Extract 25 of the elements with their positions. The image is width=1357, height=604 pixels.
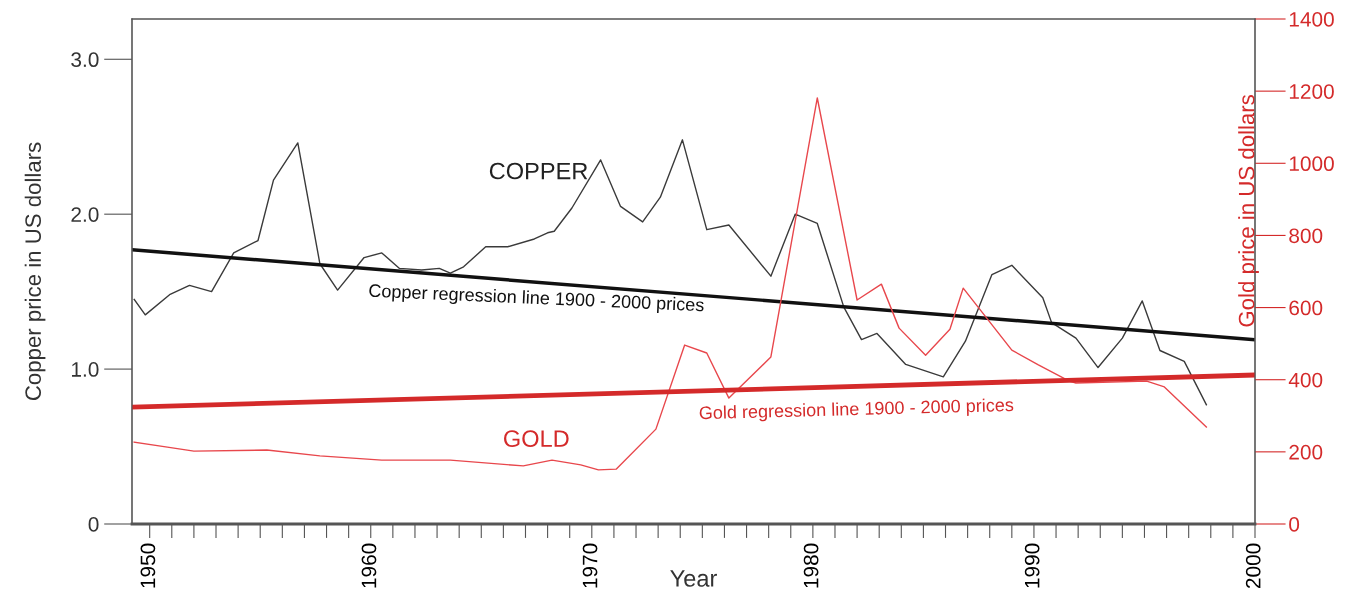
- y-tick-label: 1.0: [71, 362, 99, 377]
- y-tick-label: 2.0: [71, 207, 99, 222]
- y2-tick-label: 1400: [1289, 12, 1334, 27]
- y2-tick-label: 400: [1288, 372, 1323, 388]
- annotation: Copper regression line 1900 - 2000 prices: [368, 283, 704, 315]
- y-tick-label: 3.0: [71, 52, 99, 68]
- annotation: GOLD: [504, 430, 569, 448]
- y2-tick-label: 600: [1289, 300, 1323, 316]
- y2-tick-label: 0: [1289, 517, 1300, 532]
- x-tick-label: 1970: [582, 543, 598, 588]
- y2-tick-label: 200: [1289, 444, 1323, 460]
- x-tick-label: 2000: [1245, 543, 1261, 589]
- y2-tick-label: 1200: [1289, 84, 1334, 99]
- x-tick-label: 1960: [361, 543, 377, 588]
- x-tick-label: 1990: [1024, 543, 1040, 588]
- y-tick-label: 0: [88, 517, 99, 532]
- x-tick-label: 1950: [140, 543, 156, 588]
- y2-tick-label: 1000: [1289, 156, 1334, 172]
- x-tick-label: 1980: [803, 543, 819, 588]
- x-axis-title: Year: [670, 570, 717, 587]
- y2-axis-title: Gold price in US dollars: [1238, 94, 1259, 327]
- y-axis-title: Copper price in US dollars: [24, 142, 46, 401]
- y2-tick-label: 800: [1289, 228, 1323, 244]
- annotation: Gold regression line 1900 - 2000 prices: [699, 397, 1014, 423]
- annotation: COPPER: [489, 162, 588, 180]
